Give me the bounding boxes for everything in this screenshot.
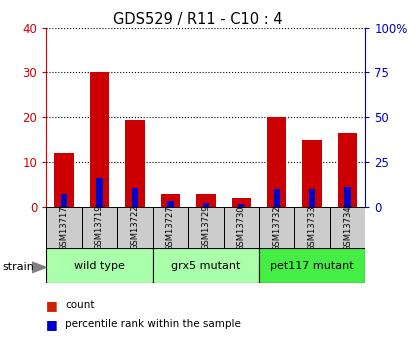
Text: percentile rank within the sample: percentile rank within the sample bbox=[65, 319, 241, 329]
Bar bbox=[89, 72, 109, 207]
Bar bbox=[54, 153, 74, 207]
Text: GSM13732: GSM13732 bbox=[272, 205, 281, 250]
Polygon shape bbox=[32, 262, 46, 273]
Bar bbox=[338, 133, 357, 207]
Bar bbox=[46, 248, 152, 283]
Text: wild type: wild type bbox=[74, 261, 125, 270]
Bar bbox=[294, 207, 330, 248]
Bar bbox=[125, 119, 144, 207]
Bar bbox=[61, 195, 67, 207]
Bar bbox=[188, 207, 223, 248]
Bar bbox=[223, 207, 259, 248]
Bar bbox=[344, 187, 351, 207]
Bar bbox=[267, 117, 286, 207]
Bar bbox=[273, 189, 280, 207]
Bar bbox=[132, 188, 138, 207]
Bar bbox=[96, 178, 102, 207]
Bar bbox=[117, 207, 152, 248]
Text: GSM13717: GSM13717 bbox=[60, 205, 68, 250]
Text: GSM13719: GSM13719 bbox=[95, 205, 104, 250]
Bar bbox=[231, 198, 251, 207]
Text: pet117 mutant: pet117 mutant bbox=[270, 261, 354, 270]
Bar bbox=[238, 204, 244, 207]
Text: strain: strain bbox=[2, 263, 34, 272]
Bar bbox=[330, 207, 365, 248]
Text: GSM13730: GSM13730 bbox=[237, 205, 246, 250]
Text: GSM13729: GSM13729 bbox=[201, 205, 210, 250]
Text: GSM13733: GSM13733 bbox=[308, 205, 317, 250]
Text: GSM13722: GSM13722 bbox=[130, 205, 139, 250]
Bar bbox=[309, 189, 315, 207]
Text: grx5 mutant: grx5 mutant bbox=[171, 261, 241, 270]
Bar bbox=[202, 203, 209, 207]
Bar bbox=[152, 207, 188, 248]
Text: ■: ■ bbox=[46, 318, 58, 331]
Bar bbox=[152, 248, 259, 283]
Bar bbox=[167, 201, 173, 207]
Text: count: count bbox=[65, 300, 94, 310]
Text: GSM13727: GSM13727 bbox=[166, 205, 175, 250]
Bar bbox=[196, 194, 215, 207]
Bar bbox=[302, 140, 322, 207]
Text: GSM13734: GSM13734 bbox=[343, 205, 352, 250]
Bar bbox=[259, 248, 365, 283]
Bar bbox=[46, 207, 81, 248]
Bar bbox=[259, 207, 294, 248]
Bar bbox=[160, 194, 180, 207]
Bar bbox=[81, 207, 117, 248]
Text: GDS529 / R11 - C10 : 4: GDS529 / R11 - C10 : 4 bbox=[113, 12, 282, 27]
Text: ■: ■ bbox=[46, 299, 58, 312]
